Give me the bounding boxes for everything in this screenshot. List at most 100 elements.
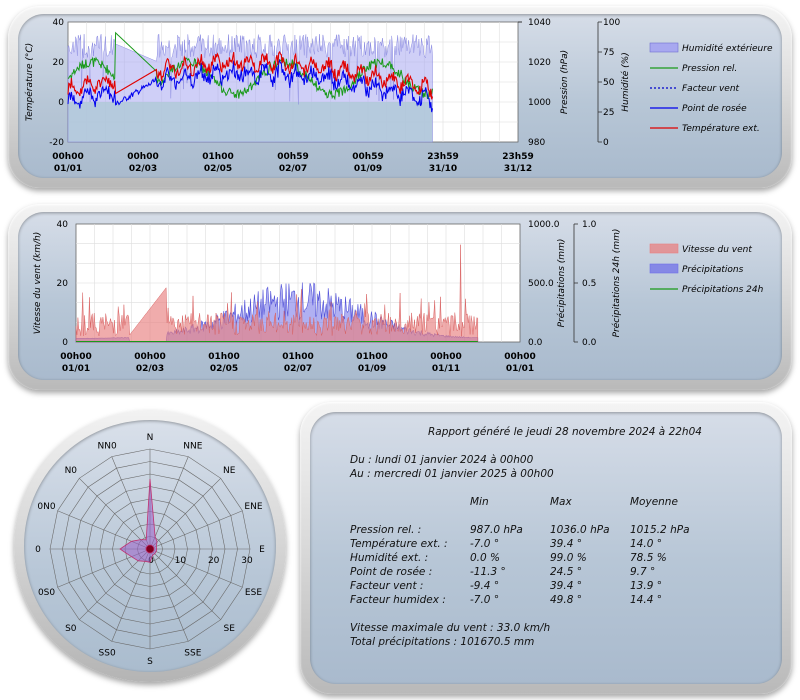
y3-tick-label: 100 bbox=[603, 18, 620, 28]
legend-label: Précipitations 24h bbox=[682, 284, 764, 295]
x-tick-time: 00h00 bbox=[127, 152, 158, 162]
x-tick-time: 00h00 bbox=[60, 352, 91, 362]
direction-label: ESE bbox=[245, 588, 262, 598]
direction-label: 0S0 bbox=[38, 588, 55, 598]
y3-tick-label: 75 bbox=[603, 48, 614, 58]
x-tick-date: 02/05 bbox=[204, 164, 232, 174]
x-tick-time: 00h00 bbox=[134, 352, 165, 362]
legend-swatch bbox=[649, 42, 679, 53]
x-tick-date: 02/07 bbox=[279, 164, 307, 174]
report-panel bbox=[300, 402, 792, 694]
wind-rain-chart: 40 20 0 1000.0 500.0 0.0 1.0 0.5 0.0 Vitesse du v… bbox=[33, 220, 764, 374]
series-temperature-line bbox=[67, 50, 434, 100]
legend-swatch bbox=[649, 263, 679, 274]
x-tick-time: 01h00 bbox=[202, 152, 233, 162]
report-header-max: Max bbox=[550, 496, 572, 508]
report-row-max: 99.0 % bbox=[550, 552, 587, 564]
direction-label: NE bbox=[223, 466, 236, 476]
y2-axis-label: Pression (hPa) bbox=[560, 50, 570, 114]
legend-label: Vitesse du vent bbox=[682, 245, 752, 255]
legend-label: Pression rel. bbox=[682, 64, 737, 74]
x-tick-time: 00h00 bbox=[52, 152, 83, 162]
y3-tick-label: 25 bbox=[603, 108, 614, 118]
report-row-max: 39.4 ° bbox=[550, 580, 582, 592]
report-row-avg: 14.4 ° bbox=[630, 594, 662, 606]
report-row-label: Pression rel. : bbox=[350, 524, 422, 536]
legend-label: Précipitations bbox=[682, 264, 744, 275]
x-tick-time: 23h59 bbox=[502, 152, 533, 162]
legend-label: Point de rosée bbox=[682, 103, 747, 114]
y3-tick-label: 1.0 bbox=[582, 220, 597, 230]
report-row-min: 987.0 hPa bbox=[470, 524, 523, 536]
report-max-wind: Vitesse maximale du vent : 33.0 km/h bbox=[350, 622, 551, 634]
report-row-avg: 9.7 ° bbox=[630, 566, 656, 578]
report-row-label: Facteur humidex : bbox=[350, 594, 446, 606]
series-wind-speed-area bbox=[75, 244, 479, 343]
x-tick-date: 02/05 bbox=[210, 364, 238, 374]
direction-label: SE bbox=[223, 624, 235, 634]
x-tick-time: 01h00 bbox=[208, 352, 239, 362]
rose-spoke bbox=[149, 548, 221, 620]
rose-center-dot bbox=[145, 544, 155, 554]
report-row-min: -7.0 ° bbox=[470, 538, 500, 550]
radial-tick-label: 10 bbox=[175, 556, 187, 566]
rose-spoke bbox=[79, 478, 151, 550]
y-axis-label: Vitesse du vent (km/h) bbox=[33, 232, 43, 334]
report-period-to: Au : mercredi 01 janvier 2025 à 00h00 bbox=[350, 468, 554, 480]
direction-label: SS0 bbox=[99, 648, 116, 658]
y3-tick-label: 0.0 bbox=[582, 338, 597, 348]
y-tick-label: 40 bbox=[53, 18, 65, 28]
radial-tick-label: 30 bbox=[241, 556, 253, 566]
series-pressure-line bbox=[67, 31, 433, 101]
y2-axis-label: Précipitations (mm) bbox=[556, 239, 567, 328]
report-row-label: Température ext. : bbox=[350, 538, 448, 550]
y3-axis-label: Précipitations 24h (mm) bbox=[611, 229, 622, 338]
radial-tick-label: 20 bbox=[208, 556, 220, 566]
y3-tick-label: 0.5 bbox=[582, 279, 596, 289]
rose-spoke bbox=[111, 548, 151, 642]
legend-label: Humidité extérieure bbox=[682, 43, 773, 54]
direction-label: 0N0 bbox=[37, 502, 55, 512]
x-tick-date: 31/12 bbox=[504, 164, 532, 174]
report-title: Rapport généré le jeudi 28 novembre 2024… bbox=[428, 426, 702, 438]
y-tick-label: 0 bbox=[58, 98, 64, 108]
x-tick-date: 01/09 bbox=[354, 164, 382, 174]
legend-label: Température ext. bbox=[682, 123, 760, 134]
y-tick-label: -20 bbox=[49, 138, 64, 148]
legend-label: Facteur vent bbox=[682, 84, 740, 94]
x-tick-date: 01/11 bbox=[432, 364, 460, 374]
direction-label: N bbox=[147, 433, 154, 443]
direction-label: ENE bbox=[244, 502, 262, 512]
x-tick-date: 02/03 bbox=[136, 364, 164, 374]
report-row-min: -7.0 ° bbox=[470, 594, 500, 606]
report-row-max: 39.4 ° bbox=[550, 538, 582, 550]
report-header-avg: Moyenne bbox=[630, 496, 678, 508]
report-row-label: Facteur vent : bbox=[350, 580, 424, 592]
direction-label: E bbox=[259, 545, 265, 555]
report-row-avg: 1015.2 hPa bbox=[630, 524, 690, 536]
rose-spoke bbox=[111, 456, 151, 550]
y-tick-label: 20 bbox=[57, 279, 69, 289]
direction-label: SSE bbox=[184, 648, 201, 658]
climate-chart: 40 20 0 -20 1040 1020 1000 980 100 75 50 25 0 Tempéra… bbox=[24, 18, 773, 174]
x-tick-date: 01/01 bbox=[54, 164, 82, 174]
legend-swatch bbox=[649, 243, 679, 254]
x-tick-time: 00h00 bbox=[504, 352, 535, 362]
y2-tick-label: 500.0 bbox=[528, 279, 554, 289]
report-row-avg: 14.0 ° bbox=[630, 538, 662, 550]
x-tick-time: 01h00 bbox=[356, 352, 387, 362]
rose-spoke bbox=[149, 478, 221, 550]
rose-data-area bbox=[119, 478, 158, 563]
report-row-min: -11.3 ° bbox=[470, 566, 506, 578]
report-total-rain: Total précipitations : 101670.5 mm bbox=[350, 636, 535, 648]
report-row-max: 1036.0 hPa bbox=[550, 524, 610, 536]
rose-spoke bbox=[149, 548, 243, 588]
direction-label: 0 bbox=[35, 545, 41, 555]
report-period-from: Du : lundi 01 janvier 2024 à 00h00 bbox=[350, 454, 534, 466]
x-tick-date: 01/01 bbox=[506, 364, 534, 374]
y2-tick-label: 980 bbox=[528, 138, 545, 148]
x-tick-time: 00h59 bbox=[352, 152, 383, 162]
x-tick-date: 02/07 bbox=[284, 364, 312, 374]
y-tick-label: 0 bbox=[62, 338, 68, 348]
rose-spoke bbox=[149, 548, 189, 642]
